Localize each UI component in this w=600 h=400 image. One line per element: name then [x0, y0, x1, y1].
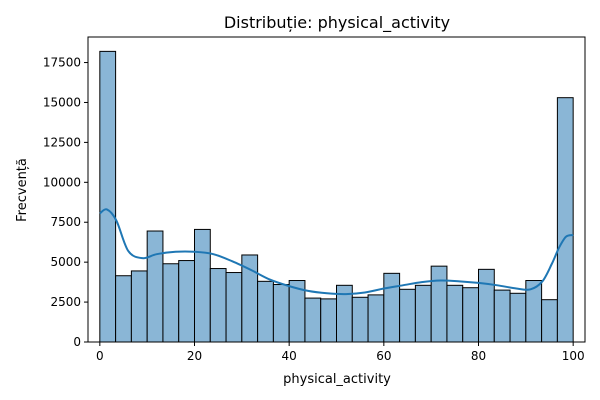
histogram-bar: [493, 289, 511, 343]
x-tick-label: 80: [471, 349, 486, 363]
y-tick-label: 2500: [50, 295, 81, 309]
histogram-bar: [509, 292, 527, 343]
histogram-bar: [146, 230, 164, 343]
histogram-bar: [178, 260, 196, 343]
y-tick-label: 15000: [43, 95, 81, 109]
y-tick-label: 0: [73, 335, 81, 349]
y-axis-ticks: 0 2500 5000 7500 10000 12500 15000 17500: [43, 56, 88, 349]
histogram-bar: [430, 265, 448, 343]
histogram-bar: [130, 270, 148, 343]
histogram-bar: [414, 284, 432, 343]
histogram-bar: [304, 297, 322, 343]
histogram-bar: [257, 280, 274, 343]
histogram-bar: [367, 294, 385, 343]
x-axis-ticks: 0 20 40 60 80 100: [96, 342, 585, 363]
histogram-bar: [225, 272, 243, 343]
histogram-bar: [399, 288, 416, 343]
histogram-bar: [241, 254, 259, 343]
x-tick-label: 60: [376, 349, 391, 363]
y-tick-label: 5000: [50, 255, 81, 269]
y-tick-label: 7500: [50, 215, 81, 229]
histogram-bar: [320, 298, 337, 343]
histogram-bar: [194, 228, 211, 343]
histogram-bar: [209, 268, 227, 343]
x-tick-label: 100: [562, 349, 585, 363]
histogram-bar: [383, 272, 401, 343]
histogram-bar: [478, 268, 495, 343]
histogram-bar: [272, 284, 290, 343]
x-tick-label: 40: [282, 349, 297, 363]
x-axis-label: physical_activity: [283, 372, 391, 387]
histogram-bars: [99, 50, 574, 343]
histogram-bar: [162, 263, 180, 343]
plot-frame: [87, 36, 586, 343]
y-tick-label: 12500: [43, 135, 81, 149]
histogram-bar: [556, 97, 574, 343]
x-tick-label: 20: [187, 349, 202, 363]
histogram-bar: [115, 275, 132, 343]
histogram-bar: [99, 50, 117, 343]
y-tick-label: 10000: [43, 175, 81, 189]
histogram-bar: [462, 287, 479, 343]
histogram-bar: [351, 296, 369, 343]
y-tick-label: 17500: [43, 56, 81, 70]
chart-title: Distribuție: physical_activity: [224, 13, 450, 33]
histogram-bar: [446, 284, 464, 343]
histogram-bar: [541, 299, 558, 343]
y-axis-label: Frecvență: [15, 158, 30, 222]
x-tick-label: 0: [96, 349, 104, 363]
kde-curve: [99, 208, 574, 296]
